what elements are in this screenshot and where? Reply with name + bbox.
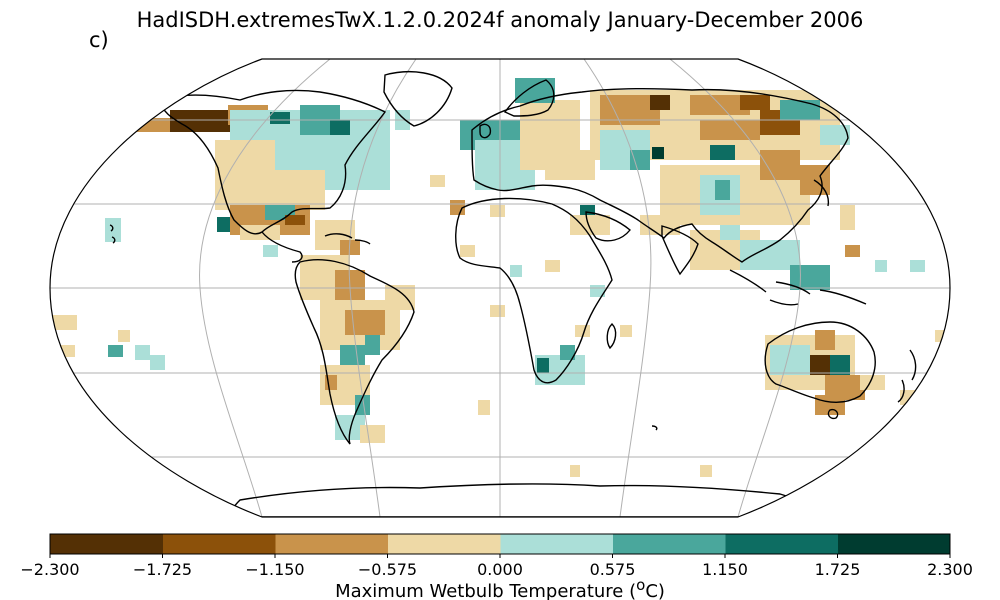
colorbar-tick-label: 2.300	[927, 560, 973, 579]
asia-cells	[570, 90, 925, 290]
graticule	[50, 59, 950, 517]
colorbar-label-unit: C)	[645, 581, 665, 600]
colorbar-tick-label: 1.725	[814, 560, 861, 579]
colorbar-tick-label: −1.725	[132, 560, 193, 579]
south-america-cells	[300, 255, 415, 443]
colorbar-tick-label: 0.000	[477, 560, 523, 579]
anomaly-cells	[52, 78, 947, 477]
colorbar	[49, 533, 951, 558]
map-title: HadISDH.extremesTwX.1.2.0.2024f anomaly …	[136, 8, 864, 32]
colorbar-tick-label: 0.575	[589, 560, 636, 579]
pacific-cells	[52, 305, 505, 415]
colorbar-label-text: Maximum Wetbulb Temperature (	[335, 581, 637, 600]
globe-outline	[49, 58, 951, 518]
colorbar-label-superscript: o	[636, 576, 646, 594]
panel-label: c)	[89, 28, 109, 52]
colorbar-segment	[837, 534, 951, 554]
colorbar-segment	[725, 534, 838, 554]
north-america-cells	[105, 105, 410, 257]
africa-cells	[510, 260, 632, 477]
colorbar-segment	[612, 534, 726, 554]
australia-cells	[700, 330, 947, 477]
colorbar-segment	[387, 534, 501, 554]
colorbar-tick-label: −0.575	[357, 560, 418, 579]
colorbar-tick-label: −2.300	[20, 560, 80, 579]
colorbar-tick-label: −1.150	[245, 560, 305, 579]
colorbar-segment	[500, 534, 613, 554]
colorbar-label: Maximum Wetbulb Temperature (oC)	[0, 576, 1000, 600]
colorbar-tick-label: 1.150	[702, 560, 748, 579]
colorbar-segment	[50, 534, 163, 554]
colorbar-segment	[162, 534, 276, 554]
colorbar-segment	[275, 534, 388, 554]
